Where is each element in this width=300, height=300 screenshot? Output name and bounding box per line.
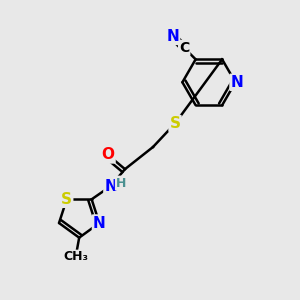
Text: CH₃: CH₃: [64, 250, 89, 263]
Text: C: C: [179, 41, 189, 55]
Text: N: N: [167, 29, 179, 44]
Text: N: N: [230, 75, 243, 90]
Text: H: H: [116, 177, 126, 190]
Text: S: S: [61, 192, 72, 207]
Text: O: O: [102, 147, 115, 162]
Text: N: N: [104, 178, 117, 194]
Text: S: S: [169, 116, 181, 131]
Text: N: N: [93, 215, 106, 230]
